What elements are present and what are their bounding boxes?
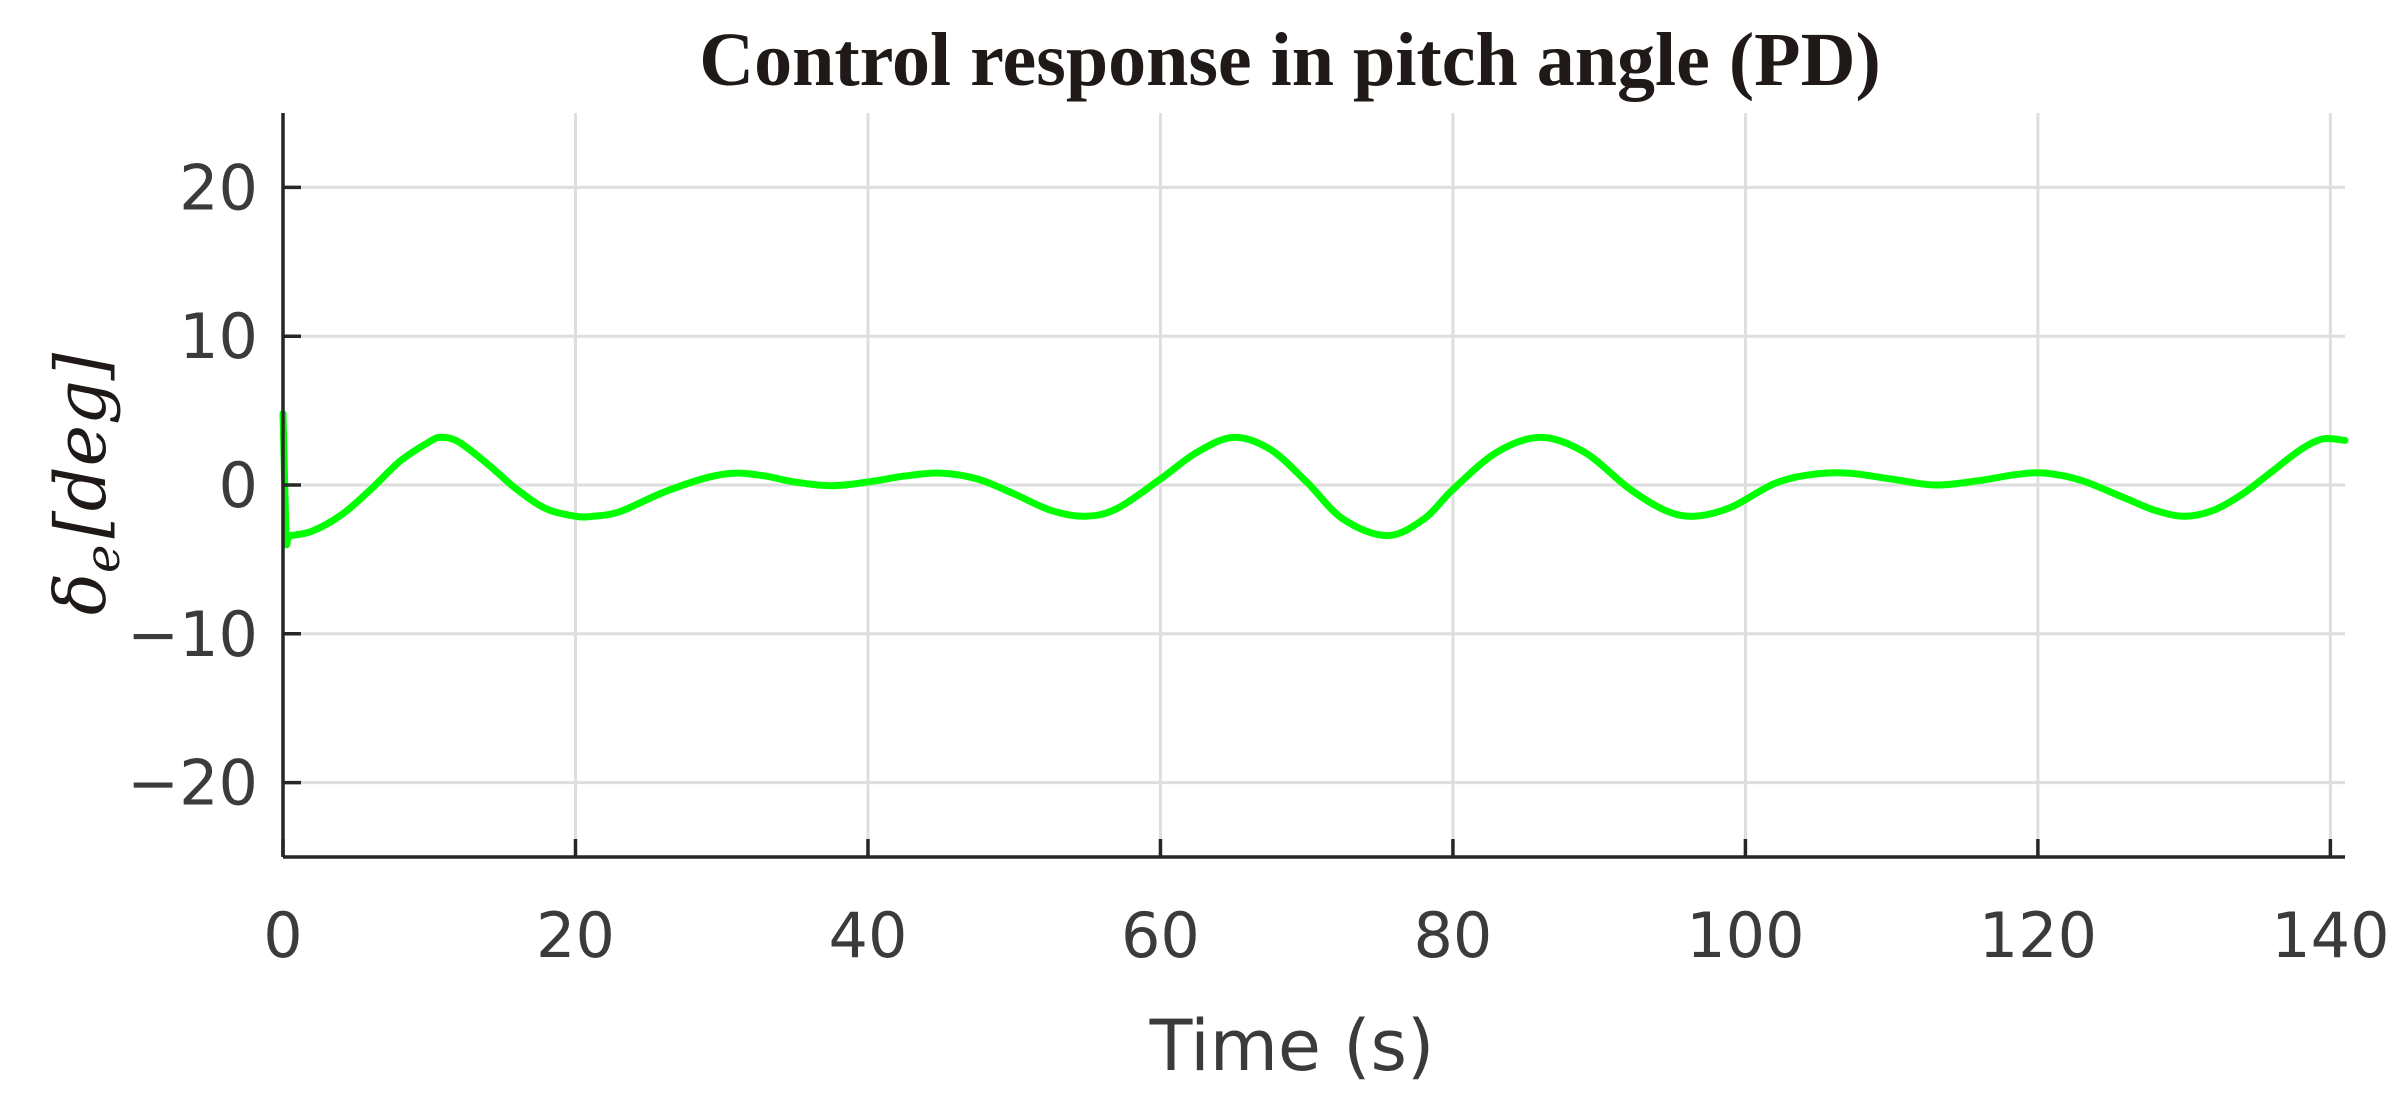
series-group [279, 410, 2349, 549]
chart-title: Control response in pitch angle (PD) [699, 18, 1881, 102]
y-tick-labels: 20 10 0 −10 −20 [127, 151, 258, 819]
y-tick-label: 0 [219, 449, 258, 522]
y-axis-label: δe [deg] [40, 352, 131, 615]
y-tick-label: 10 [179, 300, 258, 373]
x-tick-label: 60 [1121, 899, 1200, 972]
x-tick-label: 0 [263, 899, 302, 972]
x-tick-label: 100 [1686, 899, 1804, 972]
x-axis-label: Time (s) [1149, 1005, 1435, 1087]
axes [281, 113, 2345, 859]
y-tick-label: −20 [127, 747, 258, 820]
x-tick-label: 20 [536, 899, 615, 972]
series-line-0 [279, 410, 2349, 549]
x-tick-label: 120 [1979, 899, 2097, 972]
x-tick-labels: 0 20 40 60 80 100 120 140 [263, 899, 2389, 972]
y-axis-label-symbol: δ [40, 573, 122, 615]
x-tick-label: 40 [829, 899, 908, 972]
x-tick-label: 80 [1413, 899, 1492, 972]
y-axis-label-unit: [deg] [40, 352, 122, 538]
x-tick-label: 140 [2271, 899, 2389, 972]
y-tick-label: −10 [127, 598, 258, 671]
y-axis-label-subscript: e [75, 545, 131, 573]
y-tick-label: 20 [179, 151, 258, 224]
